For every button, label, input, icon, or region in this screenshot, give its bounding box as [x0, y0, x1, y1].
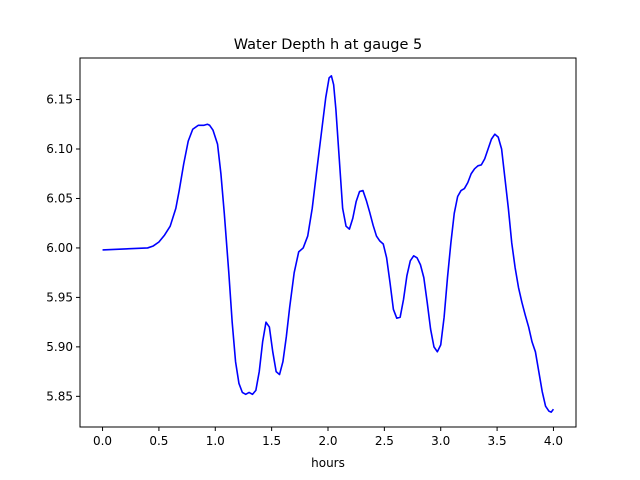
y-tick-label: 6.15 [46, 93, 73, 107]
chart-title: Water Depth h at gauge 5 [234, 37, 422, 53]
x-tick-label: 1.0 [206, 434, 225, 448]
y-tick-label: 6.10 [46, 142, 73, 156]
series-layer [102, 75, 555, 413]
x-tick-label: 0.0 [93, 434, 112, 448]
x-tick-label: 3.5 [488, 434, 507, 448]
y-axis: 5.85 5.90 5.95 6.00 6.05 6.10 6.15 [46, 93, 80, 403]
series-line-0 [102, 75, 555, 413]
x-tick-label: 3.0 [431, 434, 450, 448]
y-tick-label: 6.05 [46, 191, 73, 205]
y-tick-label: 6.00 [46, 241, 73, 255]
x-axis: 0.0 0.5 1.0 1.5 2.0 2.5 3.0 3.5 4.0 [93, 427, 563, 448]
x-tick-label: 2.0 [318, 434, 337, 448]
x-tick-label: 1.5 [262, 434, 281, 448]
y-tick-label: 5.90 [46, 340, 73, 354]
y-tick-label: 5.95 [46, 290, 73, 304]
x-tick-label: 2.5 [375, 434, 394, 448]
x-tick-label: 0.5 [149, 434, 168, 448]
plot-area [80, 58, 576, 427]
y-tick-label: 5.85 [46, 389, 73, 403]
x-axis-label: hours [311, 456, 345, 470]
x-tick-label: 4.0 [544, 434, 563, 448]
